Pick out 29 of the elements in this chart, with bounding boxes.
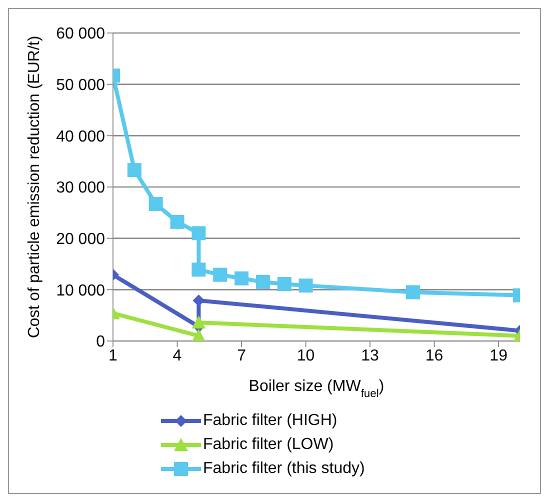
x-tick-label: 16 [425,347,444,364]
y-tick-label: 30 000 [56,180,106,197]
y-tick-label: 10 000 [56,282,106,300]
point [127,163,142,178]
x-axis-title: Boiler size (MW$_{fuel}$) [248,378,384,400]
point [256,274,270,289]
point [234,271,249,286]
point [277,277,292,292]
x-tick-label: 19 [490,347,508,364]
y-tick-label: 60 000 [56,26,106,43]
point [192,226,206,240]
x-tick-label: 1 [108,347,118,364]
y-tick-label: 50 000 [56,77,106,94]
y-axis-title: Cost of particle emission reduction (EUR/t) [26,36,43,338]
x-tick-label: 7 [237,347,246,364]
point [192,262,206,277]
point [298,278,313,293]
point [213,268,228,282]
x-tick-label: 13 [361,347,380,364]
x-tick-label: 4 [172,347,182,364]
legend-label: Fabric filter (LOW) [203,435,334,455]
point [170,214,184,229]
legend-label: Fabric filter (HIGH) [203,411,338,431]
y-tick-label: 0 [96,334,106,351]
y-tick-label: 20 000 [56,231,106,248]
y-tick-label: 40 000 [56,128,106,146]
legend-label: Fabric filter (this study) [203,459,365,479]
point [148,196,163,211]
x-tick-label: 10 [296,347,315,364]
